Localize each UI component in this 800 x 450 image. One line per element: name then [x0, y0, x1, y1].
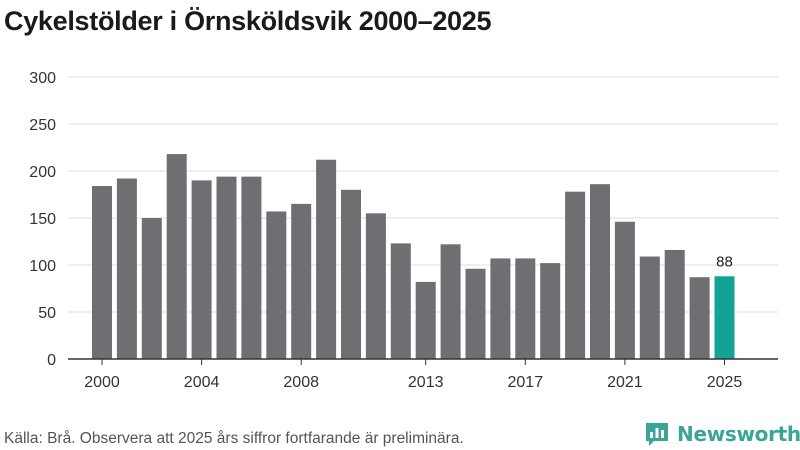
bar-2002	[141, 218, 162, 359]
bar-2018	[540, 263, 561, 359]
bar-2025	[714, 276, 735, 359]
brand-logo[interactable]: Newsworthy	[643, 420, 800, 448]
bar-2008	[291, 203, 312, 359]
bar-2023	[664, 249, 685, 359]
y-tick-label: 0	[47, 352, 56, 369]
y-tick-label: 150	[29, 211, 56, 228]
bar-2017	[515, 258, 536, 359]
bar-2020	[590, 184, 610, 359]
bar-2015	[465, 268, 486, 359]
x-tick-label: 2008	[283, 374, 319, 391]
chart-title: Cykelstölder i Örnsköldsvik 2000–2025	[4, 6, 492, 36]
bar-2016	[490, 258, 511, 359]
data-label: 88	[716, 253, 733, 270]
bar-chart-logo-icon	[646, 423, 668, 446]
bar-2024	[689, 277, 710, 359]
x-tick-label: 2000	[84, 374, 120, 391]
bar-2003	[166, 154, 187, 359]
bar-2000	[92, 186, 112, 359]
bar-2006	[241, 176, 262, 359]
y-tick-label: 250	[29, 117, 56, 134]
x-tick-label: 2013	[408, 374, 444, 391]
bar-2013	[415, 281, 436, 359]
bar-2005	[216, 176, 237, 359]
y-tick-label: 50	[38, 305, 56, 322]
brand-name: Newsworthy	[677, 422, 800, 446]
bar-2010	[341, 189, 361, 359]
bar-2019	[565, 191, 586, 359]
x-tick-label: 2004	[184, 374, 220, 391]
bar-2022	[639, 256, 660, 359]
bar-2009	[316, 159, 337, 359]
bar-2012	[390, 243, 411, 359]
y-tick-label: 300	[29, 70, 56, 87]
bar-2014	[440, 244, 461, 359]
bar-2001	[116, 178, 137, 359]
source-note: Källa: Brå. Observera att 2025 års siffr…	[4, 430, 464, 447]
x-tick-label: 2017	[508, 374, 544, 391]
bar-2021	[614, 221, 635, 359]
bar-2004	[191, 180, 212, 359]
y-tick-label: 100	[29, 258, 56, 275]
bar-2007	[266, 211, 287, 359]
x-tick-label: 2021	[607, 374, 643, 391]
y-tick-label: 200	[29, 164, 56, 181]
bar-2011	[365, 213, 386, 359]
x-tick-label: 2025	[707, 374, 743, 391]
